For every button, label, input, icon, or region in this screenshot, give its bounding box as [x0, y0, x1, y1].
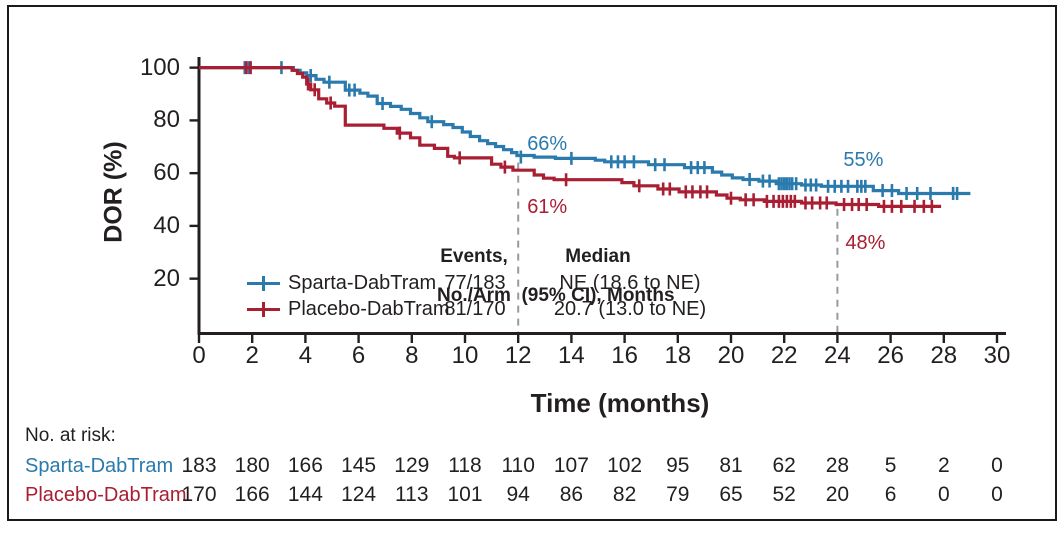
x-tick-label: 14: [558, 342, 585, 369]
risk-row-label: Sparta-DabTram: [25, 455, 174, 477]
legend-median-header-line1: Median: [565, 245, 631, 267]
risk-count: 101: [447, 483, 483, 506]
x-tick-label: 8: [405, 342, 419, 369]
legend-median-value: 20.7 (13.0 to NE): [553, 298, 707, 320]
legend-events-header-line1: Events,: [440, 245, 508, 267]
legend-median-value: NE (18.6 to NE): [559, 272, 701, 294]
annotation-66%: 66%: [527, 133, 568, 156]
risk-count: 65: [719, 483, 743, 506]
legend-median-header-line2: (95% CI), Months: [521, 284, 675, 306]
x-tick-label: 16: [611, 342, 638, 369]
x-tick-label: 2: [245, 342, 259, 369]
risk-count: 86: [559, 483, 584, 506]
risk-count: 183: [181, 454, 217, 477]
annotation-48%: 48%: [845, 231, 886, 254]
y-tick-label: 20: [153, 264, 180, 292]
risk-count: 113: [395, 483, 429, 506]
risk-count: 180: [234, 454, 270, 477]
legend-events-value: 81/170: [444, 298, 506, 320]
risk-count: 2: [937, 454, 950, 477]
x-tick-label: 20: [717, 342, 745, 369]
figure-border: [7, 5, 1057, 521]
risk-count: 5: [884, 454, 897, 477]
risk-count: 20: [825, 483, 850, 506]
x-axis-title: Time (months): [530, 388, 710, 418]
legend-median-header: Median (95% CI), Months: [486, 227, 710, 325]
legend-events-header-line2: No./Arm: [437, 284, 511, 306]
x-tick-label: 24: [824, 342, 851, 369]
legend-marker-censor-tick-placebo-dabtram: [261, 302, 265, 317]
risk-count: 95: [666, 454, 690, 477]
x-tick-label: 30: [983, 342, 1011, 369]
legend-arm-name: Placebo-DabTram: [288, 298, 450, 320]
risk-count: 124: [341, 483, 377, 506]
risk-count: 0: [937, 483, 950, 506]
x-tick-label: 12: [504, 342, 532, 369]
km-curve-placebo-dabtram: [199, 66, 942, 208]
risk-count: 0: [991, 454, 1003, 477]
risk-count: 94: [506, 483, 530, 506]
km-curve-sparta-dabtram: [199, 66, 971, 196]
x-tick-label: 6: [351, 342, 366, 369]
y-tick-label: 40: [153, 211, 180, 239]
y-tick-label: 60: [153, 159, 180, 187]
risk-count: 110: [501, 454, 535, 477]
risk-count: 52: [772, 483, 796, 506]
legend-marker-censor-tick-sparta-dabtram: [261, 276, 265, 291]
risk-count: 118: [448, 454, 482, 477]
risk-count: 79: [666, 483, 690, 506]
x-tick-label: 0: [192, 342, 206, 369]
x-tick-label: 18: [664, 342, 692, 369]
x-tick-label: 4: [298, 342, 313, 369]
risk-count: 6: [884, 483, 897, 506]
x-tick-label: 22: [770, 342, 798, 369]
legend-events-header: Events, No./Arm: [414, 227, 534, 325]
legend-events-value: 77/183: [444, 272, 506, 294]
annotation-55%: 55%: [843, 149, 884, 172]
risk-count: 129: [394, 454, 430, 477]
y-tick-label: 100: [139, 53, 180, 81]
risk-count: 170: [181, 483, 217, 506]
risk-count: 145: [341, 454, 377, 477]
x-tick-label: 10: [451, 342, 479, 369]
risk-row-label: Placebo-DabTram: [25, 484, 187, 506]
risk-count: 28: [825, 454, 850, 477]
risk-count: 81: [719, 454, 743, 477]
risk-count: 144: [287, 483, 323, 506]
risk-count: 107: [553, 454, 589, 477]
risk-count: 166: [234, 483, 270, 506]
annotation-61%: 61%: [527, 195, 568, 218]
risk-count: 0: [991, 483, 1003, 506]
risk-count: 166: [287, 454, 323, 477]
y-tick-label: 80: [153, 106, 180, 134]
risk-count: 102: [607, 454, 643, 477]
x-tick-label: 26: [877, 342, 904, 369]
risk-count: 62: [772, 454, 796, 477]
x-tick-label: 28: [930, 342, 958, 369]
legend-arm-name: Sparta-DabTram: [288, 272, 437, 294]
risk-count: 82: [612, 483, 637, 506]
risk-table-title: No. at risk:: [25, 425, 116, 446]
